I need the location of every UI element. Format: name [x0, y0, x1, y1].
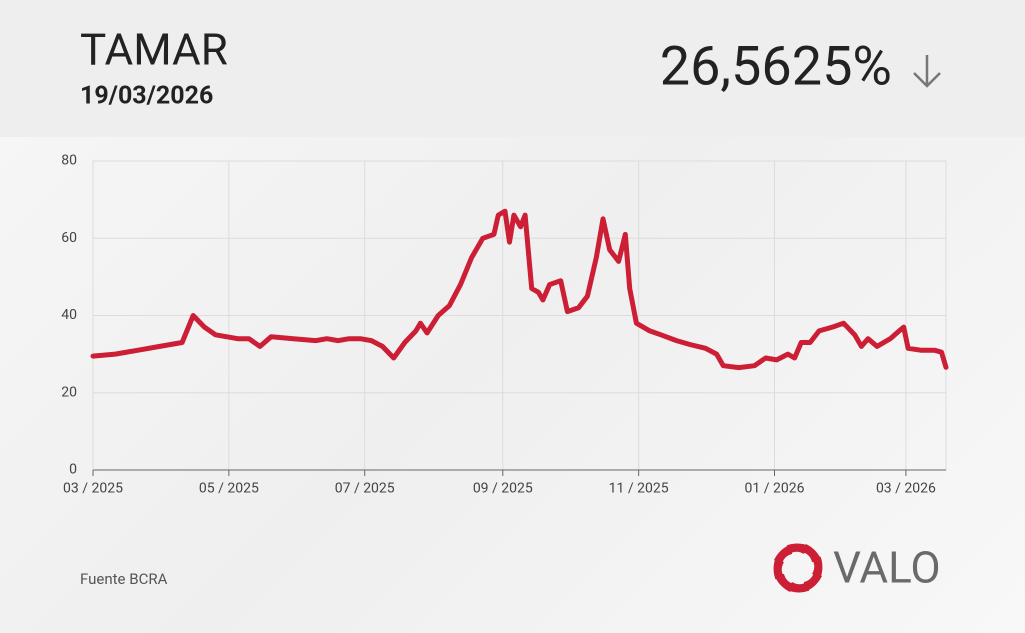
x-tick-label: 09 / 2025 [473, 481, 533, 497]
y-tick-label: 40 [61, 307, 77, 323]
brand: VALO [833, 542, 941, 594]
y-tick-label: 80 [61, 153, 77, 169]
logo-blade [786, 543, 811, 554]
y-tick-label: 0 [69, 462, 77, 478]
x-tick-label: 01 / 2026 [745, 481, 805, 497]
y-tick-label: 60 [61, 230, 77, 246]
data-line [90, 208, 949, 371]
x-tick-label: 05 / 2025 [199, 481, 259, 497]
logo-blade [774, 574, 794, 592]
current-value: 26,5625% [660, 35, 892, 98]
x-tick-label: 07 / 2025 [335, 481, 395, 497]
x-tick-label: 03 / 2026 [876, 481, 936, 497]
y-tick-label: 20 [61, 384, 77, 400]
logo-icon [773, 543, 823, 593]
down-arrow [913, 55, 941, 88]
title: TAMAR [80, 24, 228, 76]
x-tick-label: 03 / 2025 [63, 481, 123, 497]
logo-blade [774, 544, 792, 564]
date: 19/03/2026 [80, 82, 213, 111]
header-band [0, 0, 1025, 137]
source: Fuente BCRA [80, 570, 168, 588]
logo-blade [804, 572, 822, 592]
x-tick-label: 11 / 2025 [609, 481, 669, 497]
